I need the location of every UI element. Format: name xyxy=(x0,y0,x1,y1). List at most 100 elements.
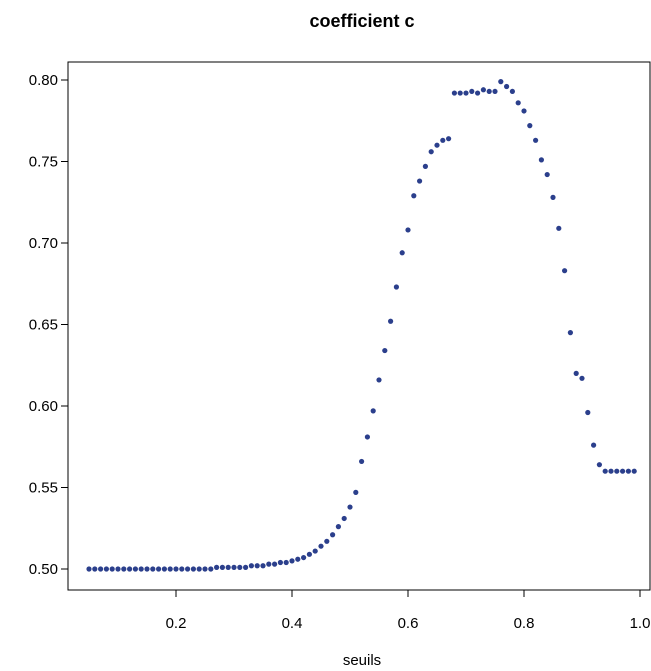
data-point xyxy=(382,347,388,354)
data-point xyxy=(475,90,481,96)
data-point xyxy=(399,250,405,256)
data-point xyxy=(544,171,550,178)
data-point xyxy=(144,566,150,572)
data-point xyxy=(370,408,376,414)
data-point xyxy=(631,468,637,474)
plot-frame xyxy=(67,61,651,591)
data-point xyxy=(625,468,632,474)
data-point xyxy=(411,193,417,199)
data-point xyxy=(289,558,295,564)
data-point xyxy=(579,375,585,381)
data-point xyxy=(306,551,312,557)
data-point xyxy=(208,566,214,572)
data-point xyxy=(98,566,104,572)
data-point xyxy=(132,566,138,572)
y-tick-label: 0.55 xyxy=(29,480,58,497)
data-point xyxy=(353,489,359,495)
data-point xyxy=(179,566,185,572)
data-point xyxy=(190,566,196,572)
data-point xyxy=(347,504,353,510)
x-tick-label: 0.2 xyxy=(166,615,187,632)
data-point xyxy=(585,409,591,416)
data-point xyxy=(405,227,411,233)
data-point xyxy=(92,566,98,572)
y-tick-label: 0.60 xyxy=(29,398,58,415)
x-tick-label: 0.8 xyxy=(514,615,535,632)
data-point xyxy=(486,88,492,95)
data-point xyxy=(109,566,115,572)
data-point xyxy=(451,90,457,96)
data-point xyxy=(417,178,423,184)
chart-title: coefficient c xyxy=(309,11,414,31)
data-point xyxy=(509,88,515,95)
data-point xyxy=(312,548,318,554)
y-tick-label: 0.50 xyxy=(29,561,58,578)
y-tick-label: 0.75 xyxy=(29,154,58,171)
data-point xyxy=(277,559,283,566)
y-tick-label: 0.80 xyxy=(29,72,58,89)
data-point xyxy=(446,136,452,142)
data-point xyxy=(376,377,382,383)
data-point xyxy=(335,524,341,530)
data-point xyxy=(156,566,162,572)
data-point xyxy=(231,564,237,570)
data-point xyxy=(173,566,179,572)
data-point xyxy=(556,225,562,231)
data-point xyxy=(567,330,574,336)
data-point xyxy=(608,468,614,474)
x-tick-label: 0.4 xyxy=(282,615,303,632)
data-point xyxy=(538,157,545,163)
data-point xyxy=(620,468,626,474)
data-point xyxy=(161,566,167,572)
data-point xyxy=(243,564,249,570)
data-point xyxy=(573,370,579,376)
data-point xyxy=(388,318,394,324)
y-tick-label: 0.70 xyxy=(29,235,58,252)
data-point xyxy=(196,566,202,572)
data-point xyxy=(469,88,475,95)
x-axis-label: seuils xyxy=(343,652,381,669)
data-point xyxy=(492,88,498,95)
data-point xyxy=(214,564,220,570)
data-point xyxy=(614,468,620,474)
data-point xyxy=(219,564,225,570)
data-point xyxy=(591,442,597,448)
data-point xyxy=(295,556,301,562)
data-point xyxy=(115,566,121,572)
data-point xyxy=(127,566,133,572)
data-point xyxy=(86,566,92,572)
y-axis: 0.50 0.55 0.60 0.65 0.70 0.75 0.80 xyxy=(29,72,68,578)
data-point xyxy=(150,566,156,572)
data-point xyxy=(237,564,243,570)
data-point xyxy=(521,108,527,114)
data-point xyxy=(515,100,521,106)
data-point xyxy=(498,79,504,85)
y-tick-label: 0.65 xyxy=(29,317,58,334)
data-point xyxy=(103,566,109,572)
data-point xyxy=(457,90,463,96)
data-point xyxy=(225,564,231,570)
data-point xyxy=(602,468,608,474)
data-point xyxy=(202,566,208,572)
data-point xyxy=(266,561,272,567)
data-point xyxy=(138,566,144,572)
data-point xyxy=(359,458,365,465)
data-point xyxy=(324,538,330,544)
data-point xyxy=(167,566,173,572)
data-point xyxy=(185,566,191,572)
data-point xyxy=(550,194,556,200)
data-point xyxy=(422,163,428,169)
data-point xyxy=(318,543,324,549)
data-point xyxy=(330,532,336,538)
data-point xyxy=(254,563,260,569)
x-tick-label: 1.0 xyxy=(630,615,651,632)
data-point xyxy=(248,563,254,569)
data-point xyxy=(121,566,127,572)
data-point xyxy=(596,462,603,468)
data-point xyxy=(434,142,440,148)
data-point xyxy=(428,149,434,155)
data-point xyxy=(301,554,307,561)
data-point xyxy=(533,137,539,143)
data-point xyxy=(283,559,289,566)
